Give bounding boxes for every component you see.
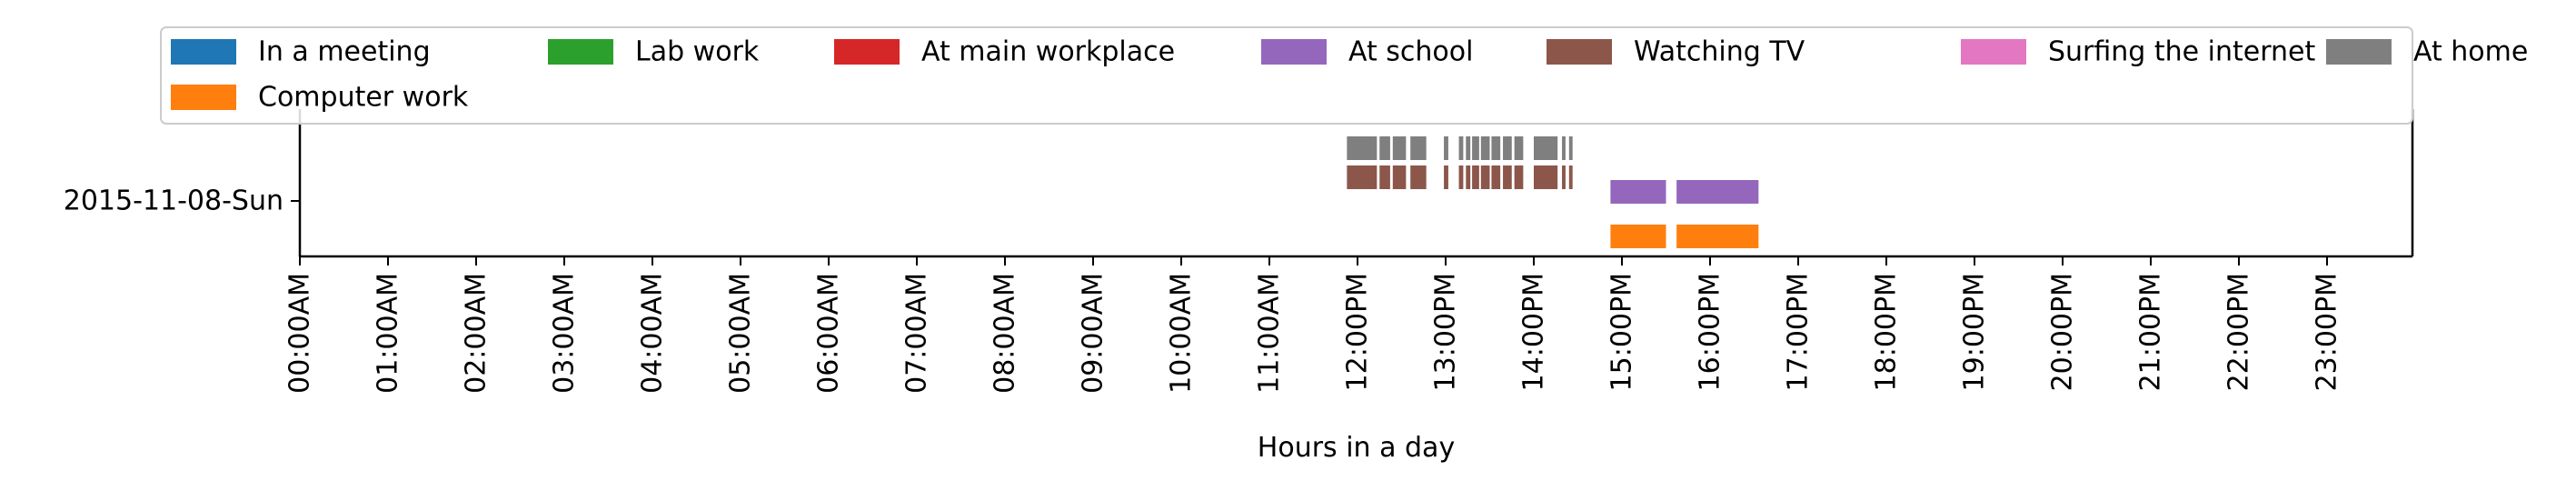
- x-tick-label: 06:00AM: [813, 273, 845, 394]
- x-tick-label: 17:00PM: [1783, 273, 1815, 391]
- activity-segment: [1410, 165, 1427, 189]
- legend-box: [160, 26, 2413, 125]
- legend-item: At school: [1261, 36, 1473, 68]
- series-watching-tv: [1347, 165, 1573, 189]
- legend-swatch: [171, 85, 236, 110]
- x-tick-label: 05:00AM: [725, 273, 757, 394]
- series-at-school: [1610, 180, 1759, 204]
- x-tick-label: 10:00AM: [1166, 273, 1198, 394]
- activity-segment: [1514, 136, 1524, 160]
- x-tick-label: 09:00AM: [1078, 273, 1109, 394]
- legend-label: At main workplace: [921, 36, 1175, 68]
- legend-item: Lab work: [548, 36, 760, 68]
- x-tick-label: 23:00PM: [2312, 273, 2343, 391]
- legend-swatch: [1261, 39, 1327, 65]
- legend-label: At home: [2413, 36, 2528, 68]
- legend-item: At main workplace: [834, 36, 1175, 68]
- activity-segment: [1472, 136, 1479, 160]
- legend-item: At home: [2326, 36, 2528, 68]
- x-tick-label: 07:00AM: [901, 273, 933, 394]
- legend: In a meeting Lab work At main workplace At …: [160, 26, 2528, 125]
- series-computer-work: [1610, 225, 1759, 248]
- activity-bars: [1347, 136, 1759, 248]
- x-tick-label: 21:00PM: [2135, 273, 2167, 391]
- legend-item: In a meeting: [171, 36, 431, 68]
- activity-segment: [1458, 136, 1464, 160]
- activity-segment: [1610, 180, 1666, 204]
- x-axis-label: Hours in a day: [1258, 432, 1455, 464]
- legend-label: In a meeting: [258, 36, 431, 68]
- x-tick-label: 08:00AM: [990, 273, 1021, 394]
- x-tick-label: 14:00PM: [1518, 273, 1550, 391]
- activity-segment: [1610, 225, 1666, 248]
- activity-segment: [1458, 165, 1464, 189]
- activity-segment: [1514, 165, 1524, 189]
- series-at-home: [1347, 136, 1573, 160]
- legend-label: Computer work: [258, 82, 469, 114]
- activity-segment: [1347, 136, 1378, 160]
- x-tick-label: 16:00PM: [1695, 273, 1726, 391]
- legend-item: Watching TV: [1547, 36, 1805, 68]
- activity-segment: [1466, 136, 1471, 160]
- activity-segment: [1392, 165, 1407, 189]
- activity-segment: [1562, 165, 1566, 189]
- activity-segment: [1568, 165, 1573, 189]
- legend-swatch: [548, 39, 613, 65]
- activity-segment: [1491, 136, 1501, 160]
- activity-segment: [1534, 136, 1558, 160]
- x-tick-label: 04:00AM: [637, 273, 669, 394]
- activity-segment: [1392, 136, 1407, 160]
- activity-segment: [1503, 165, 1512, 189]
- activity-segment: [1466, 165, 1471, 189]
- activity-segment: [1676, 180, 1759, 204]
- activity-segment: [1503, 136, 1512, 160]
- x-tick-label: 11:00AM: [1254, 273, 1286, 394]
- activity-segment: [1480, 136, 1490, 160]
- x-tick-label: 18:00PM: [1871, 273, 1903, 391]
- activity-segment: [1534, 165, 1558, 189]
- activity-segment: [1379, 165, 1390, 189]
- activity-segment: [1347, 165, 1378, 189]
- activity-segment: [1444, 165, 1448, 189]
- activity-segment: [1568, 136, 1573, 160]
- x-axis: 00:00AM 01:00AM 02:00AM 03:00AM 04:00AM 05:00…: [284, 256, 2343, 394]
- legend-swatch: [834, 39, 900, 65]
- x-tick-label: 00:00AM: [284, 273, 316, 394]
- x-tick-label: 13:00PM: [1430, 273, 1462, 391]
- x-tick-label: 22:00PM: [2223, 273, 2255, 391]
- legend-label: At school: [1348, 36, 1473, 68]
- activity-segment: [1562, 136, 1566, 160]
- activity-segment: [1410, 136, 1427, 160]
- x-tick-label: 20:00PM: [2047, 273, 2079, 391]
- x-tick-label: 12:00PM: [1342, 273, 1374, 391]
- y-tick-label: 2015-11-08-Sun: [64, 185, 283, 217]
- legend-item: Computer work: [171, 82, 469, 114]
- legend-swatch: [1547, 39, 1612, 65]
- x-tick-label: 03:00AM: [549, 273, 581, 394]
- y-axis: 2015-11-08-Sun: [64, 185, 300, 217]
- x-tick-label: 02:00AM: [461, 273, 492, 394]
- activity-segment: [1676, 225, 1759, 248]
- legend-swatch: [2326, 39, 2392, 65]
- activity-segment: [1480, 165, 1490, 189]
- x-tick-label: 15:00PM: [1606, 273, 1638, 391]
- legend-label: Lab work: [635, 36, 760, 68]
- legend-label: Surfing the internet: [2048, 36, 2315, 68]
- legend-item: Surfing the internet: [1961, 36, 2315, 68]
- legend-swatch: [1961, 39, 2026, 65]
- activity-segment: [1379, 136, 1390, 160]
- activity-segment: [1472, 165, 1479, 189]
- activity-segment: [1491, 165, 1501, 189]
- legend-swatch: [171, 39, 236, 65]
- legend-label: Watching TV: [1634, 36, 1805, 68]
- x-tick-label: 01:00AM: [373, 273, 404, 394]
- x-tick-label: 19:00PM: [1959, 273, 1991, 391]
- activity-segment: [1444, 136, 1448, 160]
